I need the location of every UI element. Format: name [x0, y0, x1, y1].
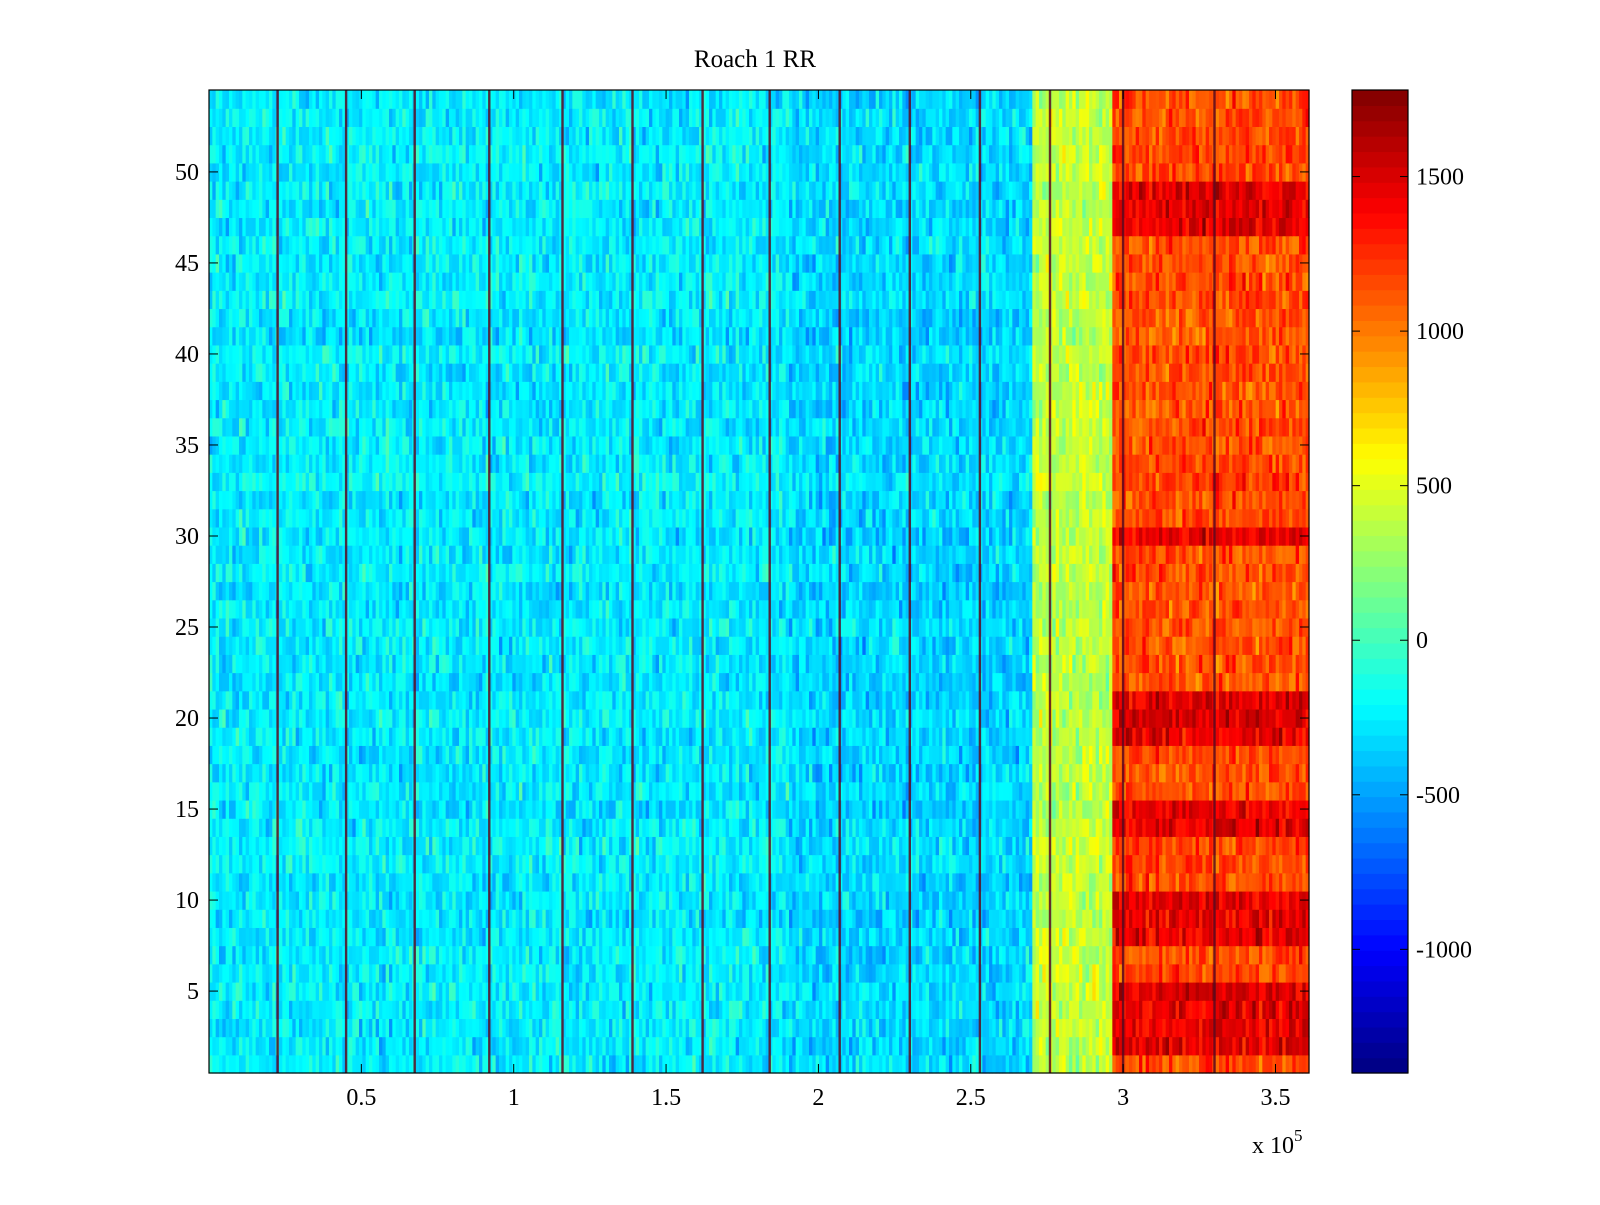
heatmap-chart: 0.5 1 1.5 2 2.5 3 3.5 5101520253035404550 -100…: [0, 0, 1600, 1200]
figure: 0.5 1 1.5 2 2.5 3 3.5 5 10 15 20 25 30 35 40 45 50 -100…: [0, 0, 1600, 1200]
heatmap-cells: [209, 90, 1310, 1074]
